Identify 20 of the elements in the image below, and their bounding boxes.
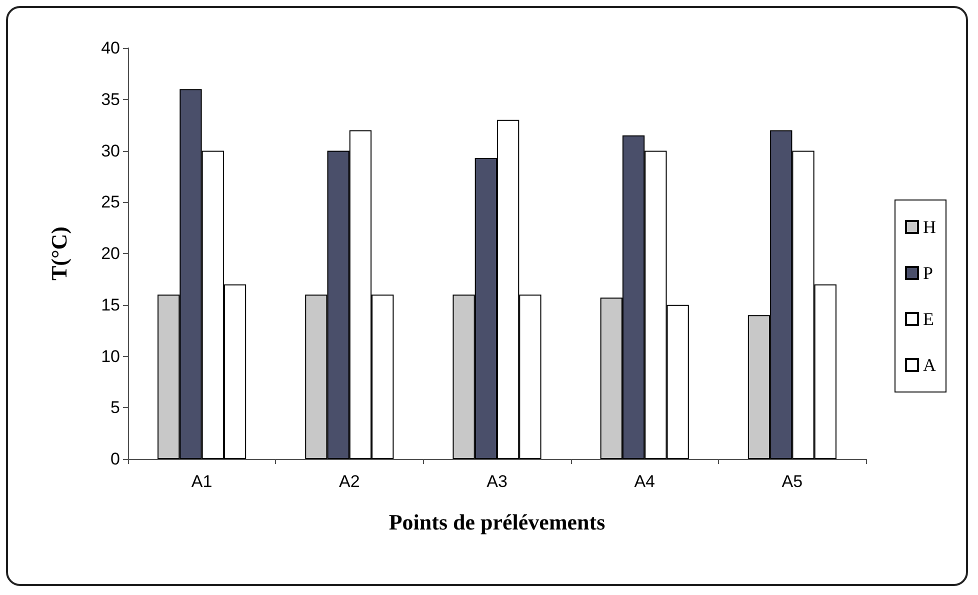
y-tick-label: 25 [101, 192, 120, 212]
x-axis-title: Points de prélévements [388, 510, 606, 534]
x-tick-label: A4 [634, 472, 655, 491]
y-tick-label: 5 [110, 398, 120, 418]
y-tick-label: 35 [101, 90, 120, 109]
y-tick-label: 0 [110, 450, 120, 468]
x-tick-label: A2 [339, 472, 360, 491]
x-tick-label: A3 [486, 472, 508, 491]
x-tick-label: A1 [191, 472, 212, 491]
y-tick-label: 40 [101, 38, 120, 58]
y-tick-label: 30 [101, 141, 120, 160]
x-tick-label: A5 [782, 472, 803, 491]
y-tick-label: 15 [101, 295, 120, 314]
legend-label: E [923, 309, 934, 329]
legend-label: H [923, 217, 936, 237]
legend-label: P [923, 263, 934, 283]
y-tick-label: 10 [101, 346, 120, 366]
legend-label: A [923, 355, 936, 375]
y-tick-label: 20 [101, 244, 120, 263]
y-axis-title: T(°C) [46, 226, 72, 281]
